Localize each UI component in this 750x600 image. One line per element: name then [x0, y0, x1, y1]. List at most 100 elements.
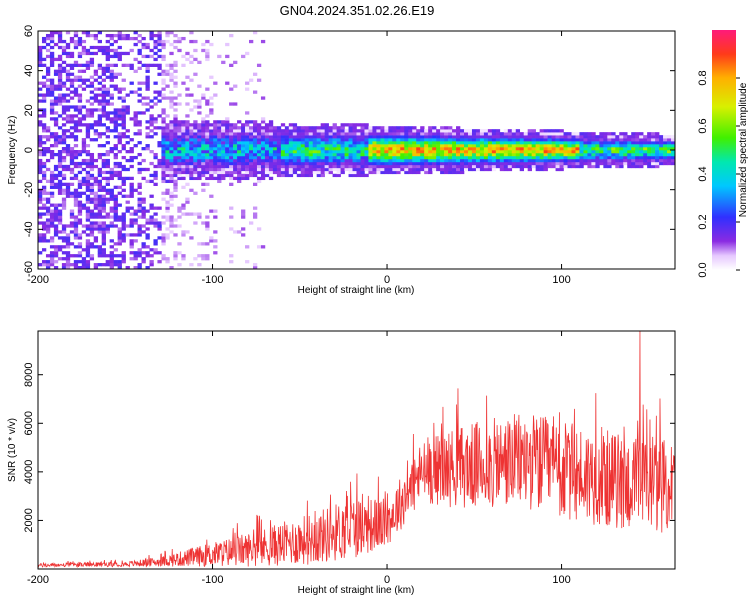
heatmap-cell: [344, 152, 349, 157]
heatmap-cell: [237, 152, 242, 157]
heatmap-cell: [121, 164, 126, 169]
heatmap-cell: [189, 147, 194, 151]
heatmap-cell: [157, 99, 162, 103]
heatmap-cell: [396, 164, 401, 169]
heatmap-cell: [137, 206, 142, 210]
heatmap-cell: [229, 161, 234, 166]
heatmap-cell: [607, 147, 612, 151]
heatmap-cell: [245, 51, 250, 56]
heatmap-cell: [97, 39, 102, 44]
heatmap-cell: [153, 42, 158, 47]
heatmap-cell: [280, 141, 286, 145]
heatmap-cell: [320, 132, 325, 136]
heatmap-cell: [452, 150, 457, 154]
heatmap-cell: [384, 164, 389, 169]
heatmap-cell: [467, 138, 473, 142]
heatmap-cell: [53, 96, 59, 100]
heatmap-cell: [89, 63, 95, 67]
heatmap-cell: [388, 144, 393, 148]
heatmap-cell: [328, 138, 333, 142]
heatmap-cell: [149, 120, 154, 124]
heatmap-cell: [145, 233, 150, 237]
heatmap-cell: [57, 72, 63, 76]
heatmap-cell: [113, 54, 118, 59]
heatmap-cell: [77, 209, 83, 213]
heatmap-cell: [396, 152, 401, 157]
heatmap-cell: [161, 96, 166, 100]
heatmap-cell: [563, 164, 568, 169]
heatmap-cell: [201, 161, 206, 166]
heatmap-cell: [340, 132, 345, 136]
heatmap-cell: [507, 141, 513, 145]
heatmap-cell: [69, 54, 75, 59]
heatmap-cell: [57, 84, 63, 88]
heatmap-cell: [237, 135, 242, 139]
heatmap-cell: [316, 147, 321, 151]
heatmap-cell: [456, 132, 461, 136]
heatmap-cell: [284, 135, 290, 139]
heatmap-cell: [69, 182, 75, 186]
heatmap-cell: [53, 266, 59, 270]
heatmap-cell: [41, 57, 47, 62]
heatmap-cell: [655, 147, 660, 151]
heatmap-cell: [635, 152, 640, 157]
heatmap-cell: [412, 138, 417, 142]
heatmap-cell: [85, 206, 91, 210]
heatmap-cell: [145, 179, 150, 184]
heatmap-cell: [487, 167, 493, 172]
heatmap-cell: [332, 161, 337, 166]
heatmap-cell: [276, 126, 282, 130]
heatmap-cell: [428, 144, 433, 148]
heatmap-cell: [483, 164, 489, 169]
heatmap-cell: [77, 170, 83, 175]
heatmap-cell: [268, 132, 274, 136]
heatmap-cell: [256, 170, 262, 175]
heatmap-cell: [101, 209, 106, 213]
heatmap-cell: [113, 126, 118, 130]
heatmap-cell: [125, 233, 130, 237]
heatmap-cell: [101, 194, 106, 198]
heatmap-cell: [49, 81, 55, 85]
heatmap-cell: [181, 132, 186, 136]
heatmap-cell: [225, 173, 230, 178]
heatmap-cell: [77, 96, 83, 100]
heatmap-cell: [193, 176, 198, 181]
heatmap-cell: [388, 141, 393, 145]
heatmap-cell: [432, 152, 437, 157]
heatmap-cell: [157, 31, 162, 35]
heatmap-cell: [213, 251, 218, 255]
spectrogram-x-axis-title: Height of straight line (km): [298, 285, 415, 296]
heatmap-cell: [268, 144, 274, 148]
heatmap-cell: [97, 263, 102, 267]
heatmap-cell: [499, 141, 505, 145]
heatmap-cell: [280, 155, 286, 160]
heatmap-cell: [101, 99, 106, 103]
heatmap-cell: [97, 152, 102, 157]
heatmap-cell: [615, 141, 620, 145]
heatmap-cell: [49, 173, 55, 178]
heatmap-cell: [185, 147, 190, 151]
heatmap-cell: [296, 132, 302, 136]
heatmap-cell: [197, 102, 202, 106]
heatmap-cell: [328, 167, 333, 172]
heatmap-cell: [225, 152, 230, 157]
heatmap-cell: [117, 96, 122, 100]
heatmap-cell: [69, 209, 75, 213]
heatmap-cell: [209, 144, 214, 148]
heatmap-cell: [185, 132, 190, 136]
heatmap-cell: [113, 72, 118, 76]
heatmap-cell: [213, 150, 218, 154]
heatmap-cell: [101, 87, 106, 91]
heatmap-cell: [579, 155, 584, 160]
heatmap-cell: [527, 150, 532, 154]
heatmap-cell: [245, 141, 250, 145]
heatmap-cell: [312, 132, 317, 136]
heatmap-cell: [93, 108, 99, 112]
heatmap-cell: [181, 150, 186, 154]
heatmap-cell: [137, 141, 142, 145]
heatmap-cell: [173, 135, 178, 139]
heatmap-cell: [61, 123, 67, 127]
heatmap-cell: [141, 45, 146, 50]
heatmap-cell: [205, 126, 210, 130]
heatmap-cell: [169, 102, 174, 106]
